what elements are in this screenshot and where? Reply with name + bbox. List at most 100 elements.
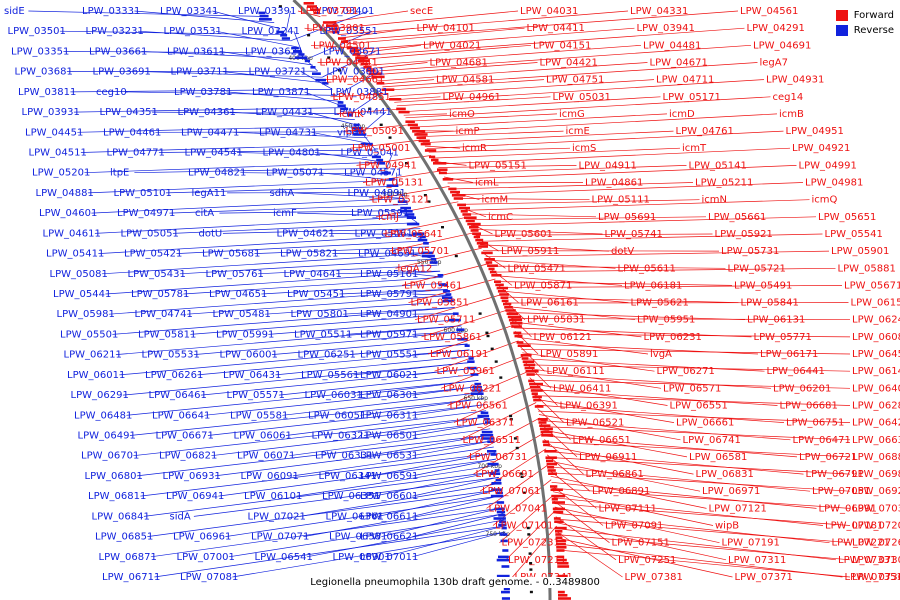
forward-gene-label: LPW_06121	[534, 332, 592, 343]
reverse-leader-line	[172, 222, 418, 234]
forward-gene-label: LPW_07151	[612, 538, 670, 549]
forward-leader-line	[529, 377, 558, 406]
forward-feature	[322, 21, 337, 24]
marker-feature	[478, 312, 482, 315]
reverse-feature	[400, 206, 411, 210]
reverse-leader-line	[154, 525, 505, 578]
reverse-leader-line	[232, 531, 506, 578]
forward-gene-label: LPW_05211	[695, 178, 753, 189]
gene-labels: sidE LPW_03331 LPW_03341 LPW_03391 LPW_03401…	[4, 6, 900, 583]
forward-feature	[450, 190, 460, 194]
reverse-feature	[502, 549, 509, 552]
forward-gene-label: LPW_06191	[430, 349, 488, 360]
reverse-leader-line	[225, 495, 502, 537]
forward-gene-label: LPW_06881	[852, 452, 900, 463]
forward-feature	[514, 334, 523, 338]
reverse-leader-line	[278, 373, 477, 396]
forward-gene-label: LPW_06471	[793, 435, 851, 446]
reverse-leader-line	[412, 458, 496, 477]
reverse-gene-label: legA11	[192, 188, 227, 199]
forward-feature	[500, 296, 509, 299]
forward-leader-line	[544, 439, 584, 475]
marker-feature	[327, 56, 331, 59]
forward-gene-label: LPW_05661	[708, 212, 766, 223]
marker-feature	[509, 418, 513, 421]
forward-leader-line	[447, 371, 529, 406]
reverse-leader-line	[377, 489, 501, 517]
forward-leader-line	[444, 176, 474, 183]
reverse-feature	[291, 46, 299, 50]
forward-gene-label: secE	[410, 6, 433, 17]
reverse-gene-label: LPW_06211	[64, 350, 122, 361]
forward-gene-label: LPW_04481	[643, 40, 701, 51]
reverse-gene-label: LPW_05561	[301, 370, 359, 381]
forward-gene-label: LPW_07201	[852, 521, 900, 532]
tick-label: 550 kbp	[417, 259, 442, 266]
forward-leader-line	[389, 79, 655, 97]
forward-gene-label: LPW_04151	[533, 40, 591, 51]
forward-leader-line	[525, 364, 851, 372]
forward-feature	[465, 219, 475, 223]
reverse-feature	[500, 533, 508, 536]
forward-feature	[530, 389, 543, 392]
forward-gene-label: LPW_04691	[753, 40, 811, 51]
legend-reverse: Reverse	[835, 23, 894, 38]
reverse-feature	[495, 478, 502, 482]
forward-leader-line	[545, 445, 694, 475]
forward-feature	[360, 62, 369, 66]
forward-feature	[368, 72, 382, 75]
forward-feature	[460, 210, 468, 213]
reverse-leader-line	[134, 167, 387, 174]
forward-feature	[534, 405, 544, 408]
forward-feature	[537, 418, 548, 421]
forward-leader-line	[343, 10, 739, 41]
reverse-gene-label: LPW_04891	[348, 188, 406, 199]
reverse-gene-label: LPW_06611	[360, 511, 418, 522]
reverse-leader-line	[282, 392, 482, 416]
reverse-gene-label: LPW_05991	[216, 329, 274, 340]
forward-leader-line	[537, 408, 571, 441]
forward-leader-line	[542, 429, 688, 458]
forward-feature	[539, 427, 553, 431]
marker-feature	[522, 491, 526, 494]
forward-feature	[503, 302, 512, 306]
reverse-feature	[423, 242, 429, 245]
reverse-gene-label: LPW_05591	[351, 208, 409, 219]
reverse-feature	[304, 59, 310, 63]
reverse-gene-label: LPW_03711	[171, 67, 229, 78]
forward-feature	[547, 466, 555, 469]
forward-feature	[478, 245, 488, 248]
forward-leader-line	[445, 165, 797, 180]
reverse-gene-label: LPW_03501	[8, 26, 66, 37]
forward-leader-line	[354, 44, 422, 54]
reverse-feature	[445, 293, 452, 296]
reverse-leader-line	[412, 293, 451, 296]
reverse-leader-line	[285, 410, 487, 436]
forward-feature	[558, 594, 568, 597]
reverse-leader-line	[396, 172, 398, 187]
forward-feature	[424, 149, 437, 152]
forward-feature	[389, 98, 402, 101]
forward-leader-line	[534, 395, 851, 406]
forward-leader-line	[464, 213, 597, 218]
forward-leader-line	[544, 441, 851, 458]
forward-leader-line	[530, 379, 851, 389]
reverse-feature	[431, 258, 437, 261]
forward-feature	[529, 386, 541, 389]
forward-feature	[544, 450, 557, 453]
forward-leader-line	[556, 518, 851, 544]
forward-gene-label: LPW_05951	[637, 315, 695, 326]
reverse-gene-label: LPW_07081	[180, 572, 238, 583]
forward-gene-label: LPW_06661	[676, 418, 734, 429]
reverse-leader-line	[63, 51, 303, 54]
forward-feature	[462, 213, 472, 216]
forward-gene-label: LPW_04581	[436, 75, 494, 86]
forward-gene-label: LPW_06131	[747, 315, 805, 326]
forward-feature	[516, 341, 524, 344]
forward-gene-label: icmS	[572, 143, 596, 154]
forward-feature	[521, 357, 529, 360]
reverse-leader-line	[228, 513, 504, 558]
marker-feature	[515, 446, 519, 450]
forward-gene-label: LPW_05091	[346, 126, 404, 137]
reverse-feature	[412, 232, 425, 235]
